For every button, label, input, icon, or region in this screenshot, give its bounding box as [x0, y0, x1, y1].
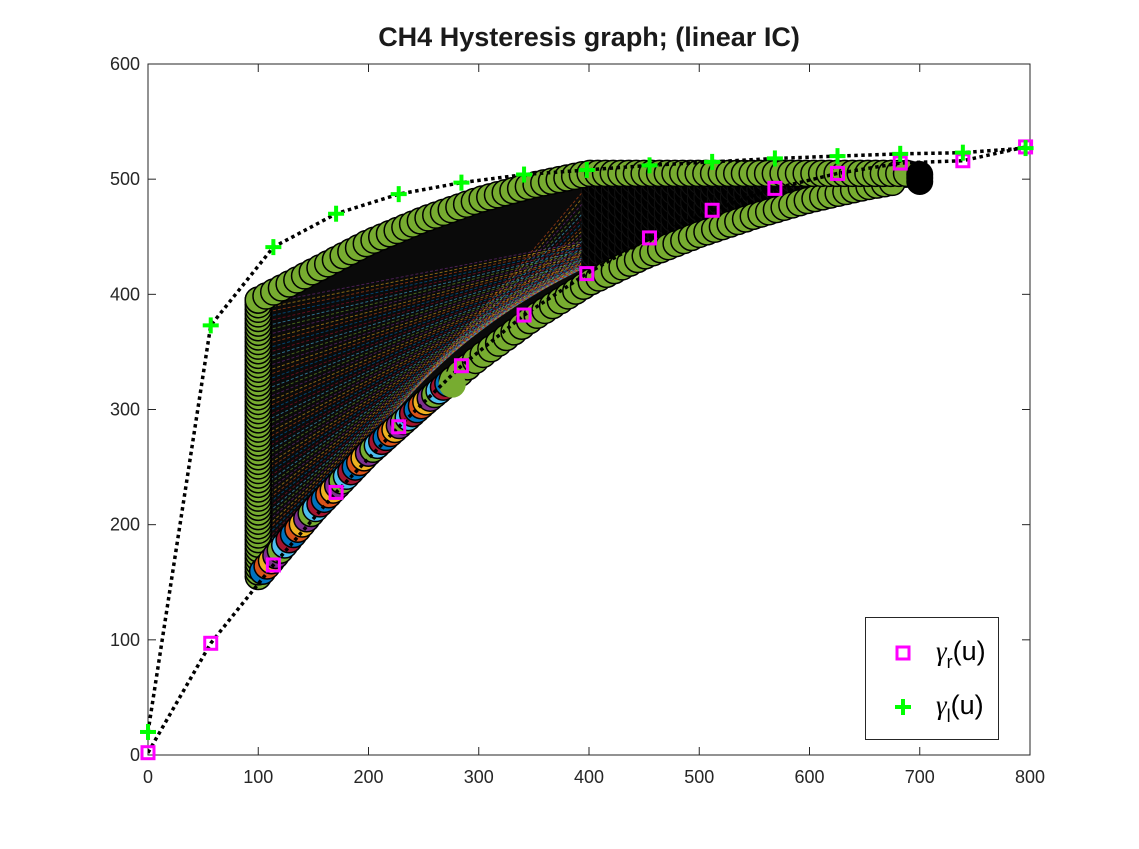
- gamma-l-point: [390, 186, 407, 203]
- legend-label-gamma-l: γl(u): [936, 690, 984, 726]
- gamma-l-point: [641, 157, 658, 174]
- scanning-curve: [258, 177, 805, 398]
- gamma-r-point: [140, 745, 156, 761]
- loop-region: [258, 173, 920, 577]
- gamma-l-point: [265, 239, 282, 256]
- gamma-r-point: [328, 484, 344, 500]
- gamma-r-point: [704, 202, 720, 218]
- scanning-curve: [257, 177, 684, 499]
- gamma-r-point: [453, 358, 469, 374]
- gamma-l-point: [829, 148, 846, 165]
- loop-marker: [438, 370, 466, 398]
- scanning-curve: [258, 177, 849, 361]
- x-tick-label: 500: [684, 767, 714, 787]
- gamma-l-point: [453, 174, 470, 191]
- gamma-r-point: [516, 307, 532, 323]
- x-tick-label: 100: [243, 767, 273, 787]
- scanning-curve: [257, 177, 689, 494]
- scanning-curve: [258, 177, 750, 444]
- gamma-l-point: [892, 145, 909, 162]
- x-tick-label: 700: [905, 767, 935, 787]
- x-tick-label: 600: [794, 767, 824, 787]
- scanning-curve: [257, 177, 733, 458]
- y-tick-label: 0: [130, 745, 140, 765]
- legend-label-gamma-r: γr(u): [936, 636, 986, 672]
- x-tick-label: 800: [1015, 767, 1045, 787]
- y-tick-label: 300: [110, 400, 140, 420]
- chart-title: CH4 Hysteresis graph; (linear IC): [378, 22, 800, 52]
- gamma-l-point: [578, 161, 595, 178]
- gamma-r-point: [203, 635, 219, 651]
- gamma-l-point: [704, 153, 721, 170]
- gamma-l-point: [954, 144, 971, 161]
- gamma-l-point: [766, 150, 783, 167]
- legend-item-gamma-r: γr(u): [866, 628, 1000, 678]
- x-tick-label: 400: [574, 767, 604, 787]
- scanning-curve: [258, 177, 761, 435]
- scanning-curve: [257, 177, 722, 467]
- gamma-l-point: [202, 317, 219, 334]
- y-tick-label: 500: [110, 169, 140, 189]
- scanning-curve: [258, 177, 794, 407]
- y-tick-label: 100: [110, 630, 140, 650]
- scanning-curve: [258, 177, 882, 333]
- scanning-curve: [257, 177, 667, 513]
- legend: γr(u) γl(u): [865, 617, 999, 740]
- plus-marker-icon: [895, 699, 911, 715]
- scanning-curve: [258, 177, 783, 416]
- gamma-l-point: [328, 205, 345, 222]
- gamma-r-point: [391, 419, 407, 435]
- gamma-r-point: [579, 266, 595, 282]
- legend-item-gamma-l: γl(u): [866, 682, 1000, 732]
- gamma-l-point: [516, 166, 533, 183]
- y-tick-label: 400: [110, 284, 140, 304]
- gamma-r-point: [830, 165, 846, 181]
- x-tick-label: 300: [464, 767, 494, 787]
- gamma-l-curve: [148, 146, 1026, 733]
- square-marker-icon: [895, 645, 911, 661]
- scanning-curve: [258, 177, 887, 329]
- scanning-curve: [258, 177, 832, 375]
- y-tick-label: 600: [110, 54, 140, 74]
- y-tick-label: 200: [110, 515, 140, 535]
- loop-marker: [906, 161, 934, 189]
- gamma-l-point: [1017, 140, 1034, 157]
- gamma-r-point: [642, 230, 658, 246]
- data-layer: [148, 145, 1026, 754]
- x-tick-label: 0: [143, 767, 153, 787]
- gamma-r-point: [265, 557, 281, 573]
- x-tick-label: 200: [353, 767, 383, 787]
- gamma-r-point: [767, 180, 783, 196]
- gamma-l-point: [140, 723, 156, 740]
